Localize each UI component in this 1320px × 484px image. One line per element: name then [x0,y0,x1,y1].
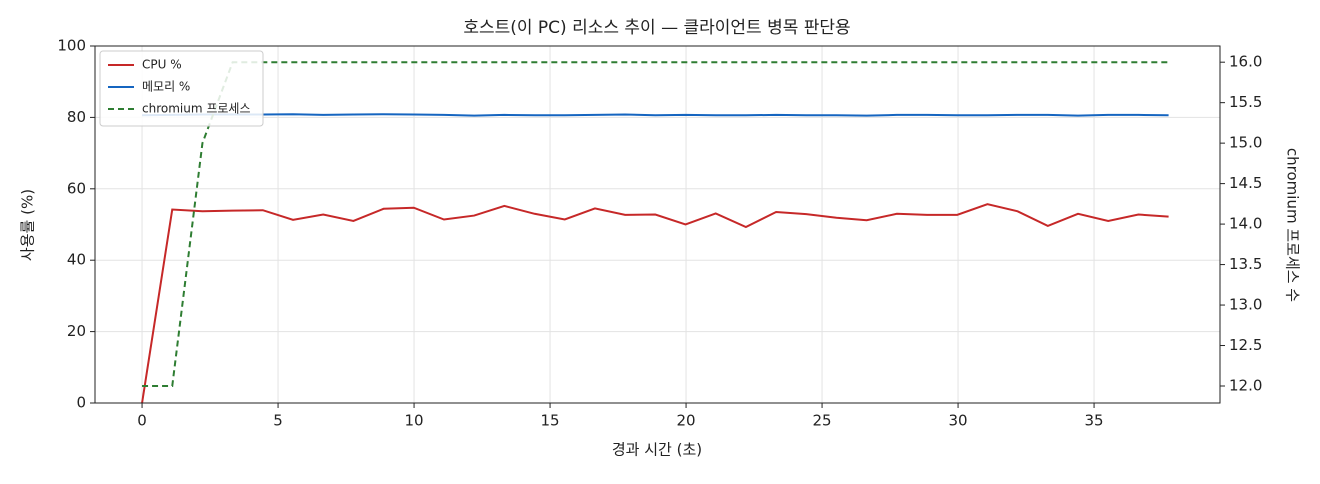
x-axis-label: 경과 시간 (초) [612,441,702,459]
series-line [142,61,1169,387]
x-tick-label: 10 [405,412,424,430]
series-line [142,113,1169,117]
series-line [141,203,1169,404]
chart-title: 호스트(이 PC) 리소스 추이 — 클라이언트 병목 판단용 [463,18,850,38]
x-tick-label: 20 [677,412,696,430]
legend-label: 메모리 % [142,80,190,94]
x-tick-label: 15 [541,412,560,430]
y2-tick-label: 12.0 [1229,377,1262,395]
legend-label: chromium 프로세스 [142,102,251,116]
y2-tick-label: 13.5 [1229,255,1262,273]
legend-box [99,50,264,127]
y-tick-label: 60 [67,179,86,197]
y-tick-label: 20 [67,322,86,340]
y-tick-label: 40 [67,251,86,269]
y-axis-label: 사용률 (%) [19,189,37,261]
y2-axis-label: chromium 프로세스 수 [1284,148,1302,302]
plot-frame [94,45,1221,404]
y2-tick-label: 15.0 [1229,134,1262,152]
y2-tick-label: 15.5 [1229,93,1262,111]
y2-tick-label: 12.5 [1229,336,1262,354]
y2-tick-label: 14.5 [1229,174,1262,192]
y-tick-label: 100 [57,37,86,55]
x-tick-label: 0 [137,412,147,430]
y2-tick-label: 14.0 [1229,215,1262,233]
x-tick-label: 35 [1085,412,1104,430]
y-tick-label: 80 [67,108,86,126]
x-tick-label: 30 [949,412,968,430]
x-tick-label: 5 [273,412,283,430]
y-tick-label: 0 [76,394,86,412]
legend-label: CPU % [142,58,182,72]
x-tick-label: 25 [813,412,832,430]
y2-tick-label: 13.0 [1229,296,1262,314]
y2-tick-label: 16.0 [1229,53,1262,71]
